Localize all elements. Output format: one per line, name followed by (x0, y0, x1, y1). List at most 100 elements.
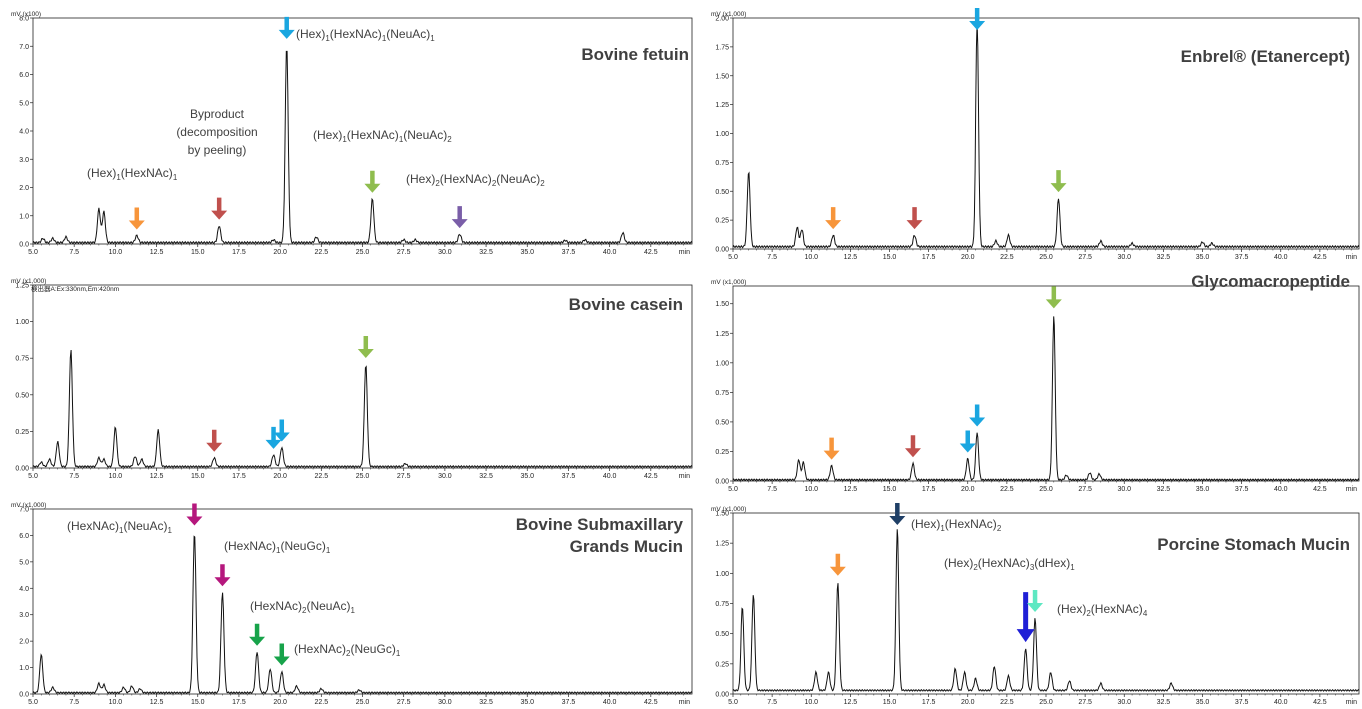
y-tick-label: 1.00 (715, 360, 729, 367)
peak-arrow-icon (889, 503, 906, 525)
peak-annotation: by peeling) (188, 143, 247, 157)
y-tick-label: 0.00 (715, 479, 729, 486)
peak-arrow-icon (959, 430, 976, 453)
chart-title: Porcine Stomach Mucin (1157, 535, 1350, 554)
x-tick-label: 35.0 (520, 699, 534, 706)
x-tick-label: 20.0 (273, 473, 287, 480)
chromatogram-panel: 0.00 0.25 0.50 0.75 1.00 1.25 1.50 5.0 7.5 10.0 12… (711, 272, 1360, 493)
x-tick-label: 7.5 (69, 699, 79, 706)
y-tick-label: 0.75 (715, 601, 729, 608)
x-tick-label: 7.5 (767, 486, 777, 493)
chromatogram-trace (32, 535, 693, 695)
x-tick-label: 12.5 (150, 473, 164, 480)
chromatogram-trace (732, 21, 1360, 249)
x-tick-label: 7.5 (69, 249, 79, 256)
x-tick-label: 7.5 (69, 473, 79, 480)
peak-arrow-icon (357, 336, 374, 359)
x-tick-label: 5.0 (28, 249, 38, 256)
chromatogram-trace (732, 529, 1360, 692)
x-tick-label: 30.0 (438, 249, 452, 256)
chromatogram-panel: 0.0 1.0 2.0 3.0 4.0 5.0 6.0 7.0 8.0 5.0 7.5 10.0 12.… (11, 11, 693, 256)
x-unit-label: min (679, 699, 690, 706)
peak-arrow-icon (364, 170, 381, 193)
x-tick-label: 37.5 (1235, 486, 1249, 493)
x-unit-label: min (1346, 254, 1357, 261)
y-tick-label: 6.0 (19, 533, 29, 540)
x-tick-label: 22.5 (1000, 486, 1014, 493)
y-unit-label: mV (x1,000) (711, 11, 746, 18)
y-unit-label: mV (x1,000) (711, 506, 746, 513)
peak-annotation: (Hex)1(HexNAc)1(NeuAc)1 (296, 27, 435, 43)
y-tick-label: 1.0 (19, 213, 29, 220)
chromatogram-panel: 0.0 1.0 2.0 3.0 4.0 5.0 6.0 7.0 5.0 7.5 10.0 12.5 15… (11, 502, 693, 706)
peak-annotation: (Hex)1(HexNAc)2 (911, 517, 1002, 533)
y-tick-label: 7.0 (19, 507, 29, 514)
peak-annotation: (Hex)1(HexNAc)1(NeuAc)2 (313, 128, 452, 144)
chromatogram-panel: 0.00 0.25 0.50 0.75 1.00 1.25 1.50 1.75 2.00 5.0 7… (711, 8, 1360, 261)
x-tick-label: 12.5 (844, 699, 858, 706)
x-tick-label: 30.0 (1117, 699, 1131, 706)
y-tick-label: 0.25 (715, 218, 729, 225)
y-tick-label: 0.75 (715, 390, 729, 397)
x-tick-label: 22.5 (315, 699, 329, 706)
x-tick-label: 37.5 (1235, 254, 1249, 261)
y-tick-label: 0.75 (15, 356, 29, 363)
chromatogram-panel: 0.00 0.25 0.50 0.75 1.00 1.25 5.0 7.5 10.0 12.5 15… (11, 278, 693, 480)
y-tick-label: 8.0 (19, 16, 29, 23)
peak-annotation: (HexNAc)1(NeuAc)1 (67, 519, 172, 535)
y-tick-label: 1.0 (19, 665, 29, 672)
x-tick-label: 22.5 (315, 473, 329, 480)
x-unit-label: min (679, 249, 690, 256)
x-tick-label: 20.0 (273, 249, 287, 256)
x-tick-label: 30.0 (438, 699, 452, 706)
x-tick-label: 15.0 (883, 254, 897, 261)
y-tick-label: 1.50 (715, 511, 729, 518)
x-tick-label: 12.5 (150, 699, 164, 706)
chart-title: Grands Mucin (570, 537, 683, 556)
x-tick-label: 5.0 (728, 254, 738, 261)
y-tick-label: 0.25 (715, 449, 729, 456)
peak-arrow-icon (451, 206, 468, 229)
x-tick-label: 17.5 (922, 486, 936, 493)
x-tick-label: 25.0 (356, 473, 370, 480)
peak-annotation: (HexNAc)2(NeuAc)1 (250, 599, 355, 615)
x-tick-label: 12.5 (844, 254, 858, 261)
y-tick-label: 0.75 (715, 160, 729, 167)
x-tick-label: 22.5 (315, 249, 329, 256)
y-unit-label: mV (x1,000) (711, 279, 746, 286)
x-tick-label: 27.5 (1078, 699, 1092, 706)
y-tick-label: 1.00 (715, 131, 729, 138)
x-tick-label: 32.5 (479, 473, 493, 480)
x-tick-label: 17.5 (922, 254, 936, 261)
x-tick-label: 5.0 (728, 486, 738, 493)
x-tick-label: 32.5 (1157, 699, 1171, 706)
y-tick-label: 0.0 (19, 242, 29, 249)
peak-annotation: (HexNAc)2(NeuGc)1 (294, 642, 401, 658)
peak-arrow-icon (829, 553, 846, 576)
x-tick-label: 15.0 (191, 699, 205, 706)
x-tick-label: 37.5 (1235, 699, 1249, 706)
peak-annotation: (HexNAc)1(NeuGc)1 (224, 539, 331, 555)
peak-arrow-icon (969, 404, 986, 427)
x-tick-label: 7.5 (767, 254, 777, 261)
x-tick-label: 10.0 (109, 249, 123, 256)
x-tick-label: 37.5 (562, 699, 576, 706)
x-tick-label: 42.5 (1313, 699, 1327, 706)
x-tick-label: 5.0 (28, 473, 38, 480)
chart-title: Bovine fetuin (581, 45, 689, 64)
x-tick-label: 35.0 (520, 249, 534, 256)
x-tick-label: 25.0 (1039, 486, 1053, 493)
y-tick-label: 1.25 (15, 283, 29, 290)
y-tick-label: 0.0 (19, 692, 29, 699)
x-tick-label: 20.0 (961, 254, 975, 261)
x-tick-label: 15.0 (883, 699, 897, 706)
x-tick-label: 27.5 (397, 473, 411, 480)
x-tick-label: 40.0 (1274, 699, 1288, 706)
chart-title: Bovine casein (569, 295, 683, 314)
x-tick-label: 12.5 (150, 249, 164, 256)
x-tick-label: 10.0 (109, 473, 123, 480)
y-tick-label: 2.0 (19, 639, 29, 646)
y-tick-label: 4.0 (19, 586, 29, 593)
x-unit-label: min (679, 473, 690, 480)
